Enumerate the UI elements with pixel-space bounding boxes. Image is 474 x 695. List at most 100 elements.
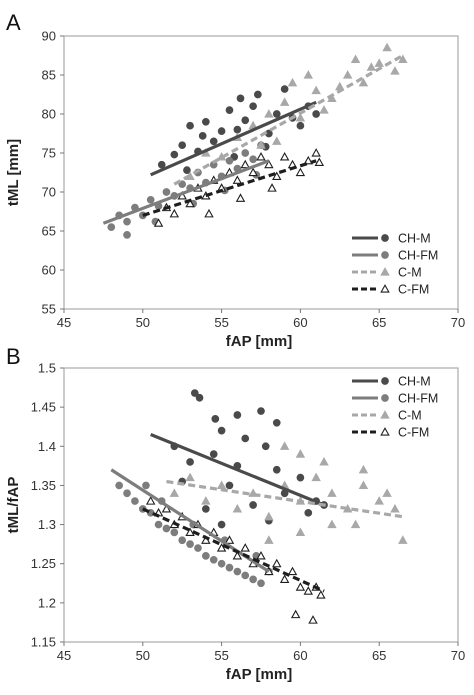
data-point — [303, 70, 314, 79]
x-tick-label: 70 — [451, 648, 465, 663]
data-point — [107, 223, 116, 231]
x-tick-label: 45 — [57, 648, 71, 663]
panel-b: B 45 50 55 60 65 70 1.15 1.2 1.25 1.3 1.35 1.4 1.45 1.… — [5, 344, 465, 683]
data-point — [350, 54, 361, 63]
data-point — [209, 450, 218, 458]
data-point — [390, 66, 400, 75]
x-axis-label: fAP [mm] — [226, 666, 292, 683]
data-point — [201, 505, 210, 513]
data-point — [279, 151, 290, 161]
data-point — [217, 426, 226, 435]
data-point — [169, 488, 180, 497]
data-point — [390, 503, 400, 513]
data-point — [185, 472, 195, 482]
legend: CH-M CH-FM C-M C-FM — [352, 232, 438, 297]
data-point — [201, 552, 210, 560]
data-point — [249, 102, 257, 111]
data-point — [256, 151, 266, 161]
data-point — [186, 540, 194, 548]
data-point — [327, 488, 337, 497]
data-point — [185, 527, 195, 536]
y-tick-label: 60 — [42, 263, 56, 278]
trend-line-c-m — [166, 479, 404, 519]
legend-label: C-M — [398, 266, 422, 280]
plot-frame — [63, 35, 459, 310]
x-tick-label: 55 — [214, 315, 228, 330]
panel-label: B — [6, 344, 21, 369]
data-point — [296, 473, 305, 482]
y-tick-label: 55 — [42, 302, 56, 317]
legend-marker — [380, 284, 390, 293]
data-point — [232, 550, 243, 560]
data-point — [186, 458, 194, 466]
data-point — [170, 150, 179, 159]
data-point — [241, 434, 250, 443]
data-point — [314, 157, 325, 166]
data-point — [303, 586, 314, 595]
data-point — [374, 58, 384, 67]
data-point — [287, 566, 298, 576]
data-point — [264, 535, 274, 544]
data-point — [398, 535, 408, 544]
data-point — [261, 442, 270, 451]
legend-label: C-FM — [398, 426, 429, 440]
y-tick-label: 1.3 — [38, 517, 56, 532]
data-point — [295, 582, 306, 591]
data-point — [319, 105, 329, 114]
series-c-m — [185, 42, 408, 180]
legend-marker — [381, 251, 389, 259]
data-point — [194, 544, 202, 552]
data-point — [217, 127, 226, 136]
data-point — [319, 457, 329, 466]
trend-line-ch-fm — [102, 159, 270, 225]
y-tick-label: 80 — [42, 107, 56, 122]
data-point — [236, 94, 245, 103]
legend-label: C-M — [398, 409, 422, 423]
y-axis-label: tML/fAP — [5, 477, 22, 534]
data-point — [146, 195, 155, 204]
x-tick-label: 55 — [214, 648, 228, 663]
y-tick-label: 1.4 — [38, 439, 56, 454]
data-point — [224, 535, 235, 544]
y-tick-label: 1.2 — [38, 595, 56, 610]
data-point — [178, 536, 187, 545]
data-point — [233, 125, 242, 134]
y-tick-label: 90 — [42, 29, 56, 44]
x-tick-label: 50 — [136, 648, 150, 663]
data-point — [217, 559, 226, 568]
legend-marker — [380, 427, 390, 436]
y-tick-label: 65 — [42, 224, 56, 239]
data-point — [225, 156, 234, 165]
data-point — [366, 62, 377, 71]
data-point — [295, 112, 306, 122]
data-point — [272, 110, 281, 118]
data-point — [295, 167, 306, 177]
data-point — [295, 449, 306, 458]
y-tick-label: 1.5 — [38, 361, 56, 376]
data-point — [279, 97, 290, 106]
data-point — [290, 609, 301, 619]
data-point — [279, 441, 290, 450]
data-point — [296, 121, 305, 130]
x-tick-label: 60 — [293, 648, 307, 663]
data-point — [280, 85, 289, 93]
data-point — [225, 563, 234, 572]
trend-line-ch-m — [150, 433, 325, 507]
data-point — [131, 497, 139, 505]
data-point — [190, 389, 199, 397]
data-point — [142, 481, 150, 490]
data-point — [153, 218, 164, 227]
legend-marker — [381, 377, 389, 385]
series-c-fm — [153, 148, 325, 227]
data-point — [225, 106, 234, 114]
data-point — [316, 590, 326, 599]
data-point — [209, 137, 218, 146]
legend-marker — [381, 234, 389, 242]
data-point — [272, 465, 281, 474]
data-point — [183, 166, 191, 175]
data-point — [241, 116, 250, 125]
data-point — [342, 70, 353, 79]
data-point — [327, 519, 337, 529]
data-point — [201, 496, 211, 505]
data-point — [253, 90, 262, 99]
